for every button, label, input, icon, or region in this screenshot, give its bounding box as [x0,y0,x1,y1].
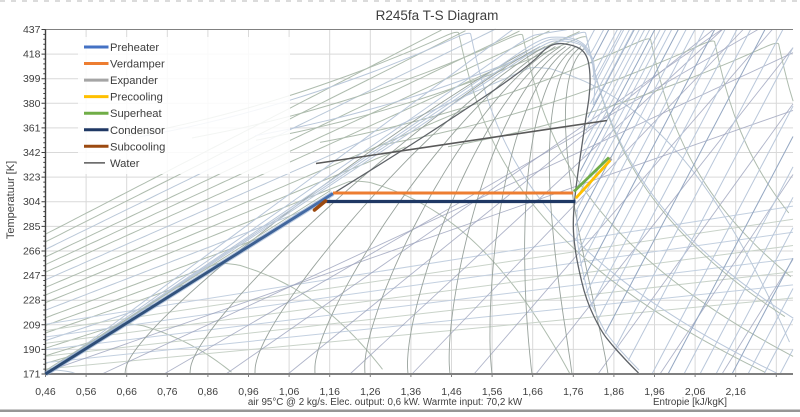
svg-text:171: 171 [23,369,41,381]
svg-text:Superheat: Superheat [110,108,163,120]
svg-text:285: 285 [23,221,41,233]
svg-text:Condensor: Condensor [110,125,165,137]
svg-text:1,06: 1,06 [279,386,300,398]
svg-text:247: 247 [23,270,41,282]
svg-text:1,96: 1,96 [644,386,665,398]
svg-text:0,46: 0,46 [35,386,56,398]
svg-text:1,86: 1,86 [604,386,625,398]
svg-text:418: 418 [23,49,41,61]
svg-text:Expander: Expander [110,75,158,87]
svg-text:209: 209 [23,319,41,331]
svg-text:0,76: 0,76 [157,386,178,398]
svg-text:380: 380 [23,98,41,110]
svg-text:0,86: 0,86 [198,386,219,398]
svg-text:0,66: 0,66 [116,386,137,398]
svg-text:437: 437 [23,24,41,36]
svg-text:Precooling: Precooling [110,92,163,104]
svg-text:Temperatuur [K]: Temperatuur [K] [5,161,17,239]
svg-text:air 95°C @ 2 kg/s. Elec. outp: air 95°C @ 2 kg/s. Elec. output: 0,6 kW.… [248,397,523,408]
svg-text:1,46: 1,46 [441,386,462,398]
svg-text:1,56: 1,56 [482,386,503,398]
svg-text:0,56: 0,56 [76,386,97,398]
svg-text:1,66: 1,66 [522,386,543,398]
svg-text:Subcooling: Subcooling [110,141,165,153]
svg-text:Verdamper: Verdamper [110,59,165,71]
svg-text:0,96: 0,96 [238,386,259,398]
svg-text:342: 342 [23,147,41,159]
svg-text:228: 228 [23,295,41,307]
svg-text:361: 361 [23,122,41,134]
svg-text:Preheater: Preheater [110,42,159,54]
svg-text:304: 304 [23,196,41,208]
svg-text:R245fa T-S Diagram: R245fa T-S Diagram [376,8,499,23]
svg-text:190: 190 [23,344,41,356]
svg-text:1,76: 1,76 [563,386,584,398]
svg-text:Water: Water [110,158,140,170]
svg-text:266: 266 [23,246,41,258]
svg-text:2,06: 2,06 [685,386,706,398]
svg-text:2,16: 2,16 [725,386,746,398]
svg-text:1,36: 1,36 [401,386,422,398]
svg-text:1,26: 1,26 [360,386,381,398]
svg-text:323: 323 [23,172,41,184]
svg-text:Entropie [kJ/kgK]: Entropie [kJ/kgK] [653,397,727,408]
svg-text:1,16: 1,16 [319,386,340,398]
svg-text:399: 399 [23,73,41,85]
